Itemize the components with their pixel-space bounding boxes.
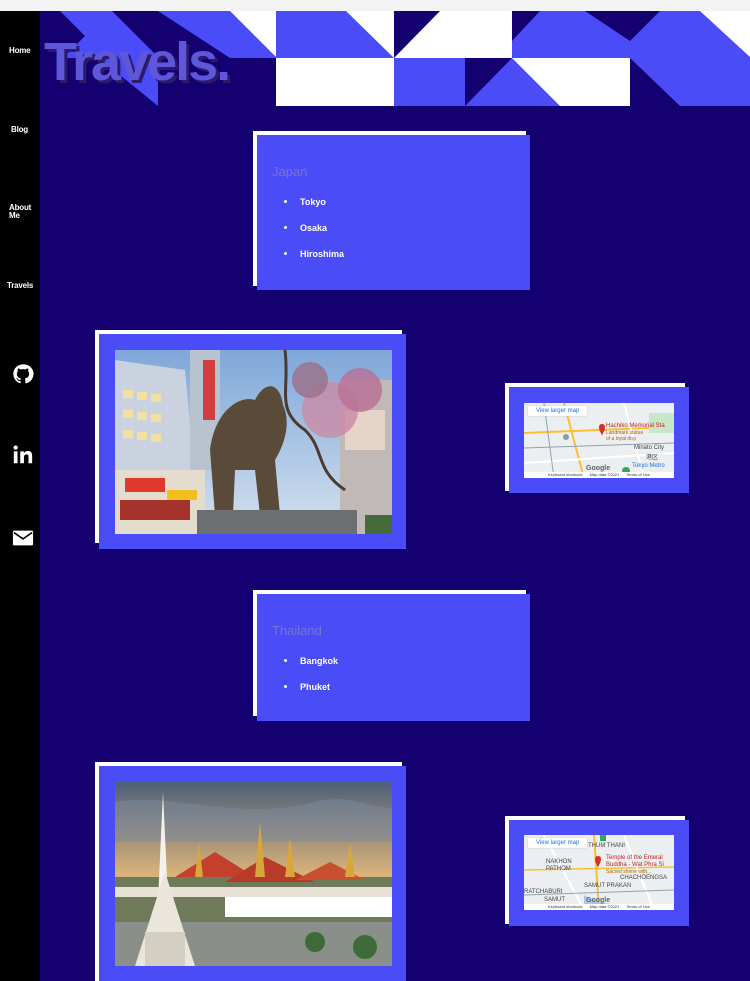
nav-blog[interactable]: Blog xyxy=(11,125,28,134)
terms-link[interactable]: Terms of Use xyxy=(626,904,650,909)
map-data-text: Map data ©2021 xyxy=(589,904,620,909)
map-place-label: RATCHABURI xyxy=(524,889,563,895)
keyboard-shortcuts-link[interactable]: Keyboard shortcuts xyxy=(548,472,583,477)
map-pin-title: Temple of the Emeral xyxy=(606,855,663,861)
nav-about-line2: Me xyxy=(9,211,20,220)
temple-photo xyxy=(115,782,392,966)
city-list: Tokyo Osaka Hiroshima xyxy=(284,197,344,275)
view-larger-map-link[interactable]: View larger map xyxy=(528,406,588,416)
terms-link[interactable]: Terms of Use xyxy=(626,472,650,477)
map-footer: Keyboard shortcuts Map data ©2021 Terms … xyxy=(524,472,674,478)
mail-icon[interactable] xyxy=(12,527,34,549)
city-item: Hiroshima xyxy=(284,249,344,275)
country-title: Japan xyxy=(272,164,308,179)
map-place-label: THUM THANI xyxy=(588,843,625,849)
keyboard-shortcuts-link[interactable]: Keyboard shortcuts xyxy=(548,904,583,909)
thailand-card: Thailand Bangkok Phuket xyxy=(257,594,530,721)
nav-about-me[interactable]: About Me xyxy=(9,204,49,220)
page-title: Travels. xyxy=(44,32,231,92)
map-place-label: CHACHOENGSA xyxy=(620,875,668,881)
city-item: Bangkok xyxy=(284,656,338,682)
geometric-pattern xyxy=(40,11,750,106)
map-pin-sub: of a loyal dog xyxy=(606,436,636,442)
map-place-label: Minato City xyxy=(634,445,665,451)
city-item: Osaka xyxy=(284,223,344,249)
map-place-label: SAMUT PRAKAN xyxy=(584,883,632,889)
map-place-label: NAKHON xyxy=(546,859,572,865)
japan-card: Japan Tokyo Osaka Hiroshima xyxy=(257,135,530,290)
map-pin-sub: Sacred shrine with... xyxy=(606,869,652,875)
city-item: Tokyo xyxy=(284,197,344,223)
country-title: Thailand xyxy=(272,623,322,638)
nav-about-line1: About xyxy=(9,203,32,212)
github-icon[interactable] xyxy=(12,363,34,385)
city-list: Bangkok Phuket xyxy=(284,656,338,708)
map-pin-title: Buddha - Wat Phra Si xyxy=(606,862,664,868)
view-larger-map-link[interactable]: View larger map xyxy=(528,838,588,848)
map-pin-sub: Landmark statue xyxy=(606,430,644,436)
map-pin-title: Hachiko Memorial Sta xyxy=(606,423,665,429)
page: Home Blog About Me Travels xyxy=(0,11,750,981)
city-item: Phuket xyxy=(284,682,338,708)
google-logo: Google xyxy=(586,465,611,472)
map-place-label: Tokyo Metro xyxy=(632,463,665,469)
map-place-label: PATHOM xyxy=(546,866,571,872)
map-data-text: Map data ©2021 xyxy=(589,472,620,477)
map-place-label: 港区 xyxy=(646,455,659,461)
japan-map[interactable]: View larger map Hachiko Memorial Sta Lan… xyxy=(524,403,674,478)
map-place-label: SAMUT xyxy=(544,897,565,903)
nav-home[interactable]: Home xyxy=(9,46,31,55)
linkedin-icon[interactable] xyxy=(12,444,34,466)
thailand-map[interactable]: View larger map THUM THANI Temple of the… xyxy=(524,835,674,910)
hachiko-statue-photo xyxy=(115,350,392,534)
sidebar-nav: Home Blog About Me Travels xyxy=(0,11,40,981)
header-banner xyxy=(40,11,750,106)
nav-travels[interactable]: Travels xyxy=(7,281,34,290)
google-logo: Google xyxy=(586,897,611,904)
map-footer: Keyboard shortcuts Map data ©2021 Terms … xyxy=(524,904,674,910)
